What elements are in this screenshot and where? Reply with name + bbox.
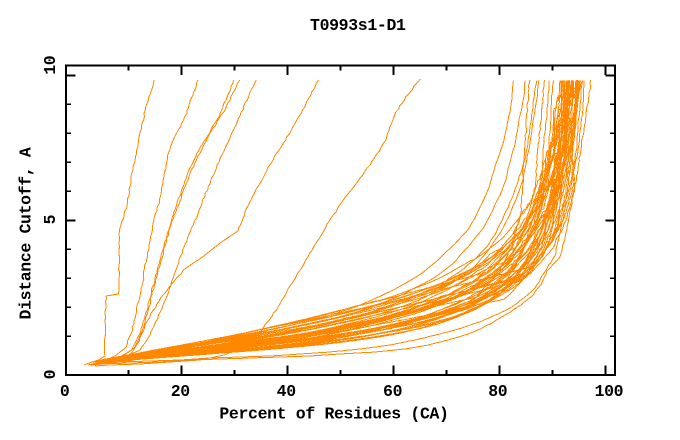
- svg-text:Distance Cutoff, A: Distance Cutoff, A: [16, 147, 35, 319]
- svg-text:10: 10: [41, 56, 60, 75]
- svg-text:40: 40: [277, 382, 296, 401]
- svg-text:5: 5: [41, 214, 60, 224]
- svg-text:T0993s1-D1: T0993s1-D1: [310, 16, 406, 35]
- svg-text:100: 100: [595, 382, 624, 401]
- svg-text:60: 60: [383, 382, 402, 401]
- svg-text:0: 0: [60, 382, 70, 401]
- svg-text:20: 20: [171, 382, 190, 401]
- svg-text:0: 0: [41, 370, 60, 380]
- svg-text:80: 80: [488, 382, 507, 401]
- svg-text:Percent of Residues (CA): Percent of Residues (CA): [219, 405, 448, 424]
